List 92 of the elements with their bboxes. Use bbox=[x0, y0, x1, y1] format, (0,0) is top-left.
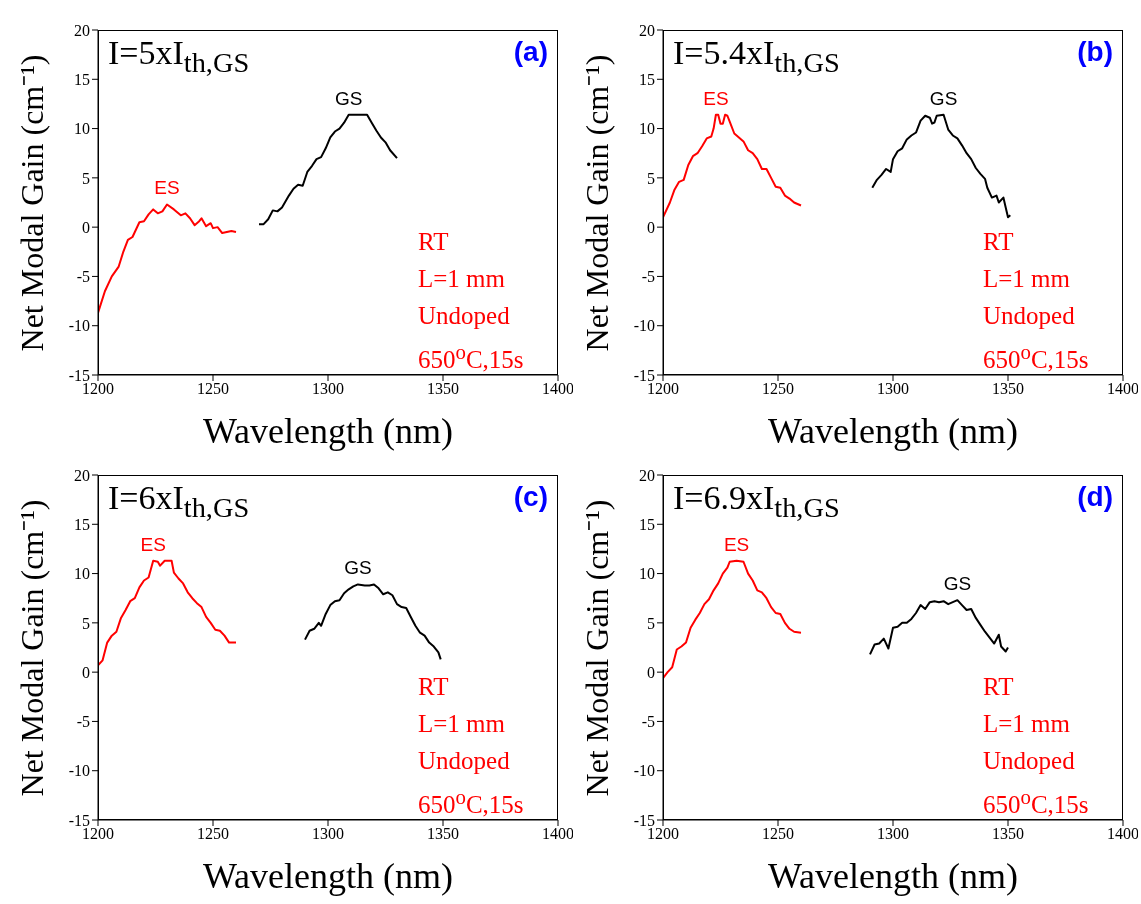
annotation: RT bbox=[983, 228, 1014, 255]
x-axis-title: Wavelength (nm) bbox=[767, 856, 1019, 896]
annotation: (c) bbox=[513, 481, 548, 512]
annotation: 650$^{o}$C,15s bbox=[983, 340, 1089, 374]
y-axis-title: Net Modal Gain (cm⁻¹) bbox=[14, 54, 50, 351]
y-tick-label: 20 bbox=[639, 466, 655, 484]
series-label: ES bbox=[723, 533, 750, 555]
line-series bbox=[304, 583, 442, 661]
annotation: L=1 mm bbox=[983, 710, 1071, 737]
x-tick-label: 1350 bbox=[427, 825, 459, 843]
x-tick-label: 1250 bbox=[762, 380, 794, 398]
series-label: ES bbox=[703, 87, 729, 109]
x-tick-label: 1300 bbox=[877, 380, 909, 398]
annotation: L=1 mm bbox=[983, 265, 1071, 292]
annotation: L=1 mm bbox=[418, 265, 506, 292]
y-tick-label: 20 bbox=[74, 466, 90, 484]
y-tick-label: 5 bbox=[82, 169, 90, 187]
chart-title: I=6xI$_{th,GS}$ bbox=[108, 479, 250, 523]
x-tick-label: 1250 bbox=[762, 825, 794, 843]
x-tick-label: 1300 bbox=[312, 825, 344, 843]
x-tick-label: 1400 bbox=[542, 825, 574, 843]
line-series bbox=[663, 559, 802, 680]
line-series bbox=[98, 559, 237, 667]
series-label: ES bbox=[140, 533, 166, 555]
x-tick-label: 1350 bbox=[992, 380, 1024, 398]
x-tick-label: 1300 bbox=[877, 825, 909, 843]
x-tick-label: 1400 bbox=[1107, 825, 1139, 843]
y-tick-label: 0 bbox=[82, 663, 90, 681]
chart-title: I=5xI$_{th,GS}$ bbox=[108, 34, 250, 78]
x-tick-label: 1300 bbox=[312, 380, 344, 398]
annotation: RT bbox=[983, 673, 1014, 700]
y-tick-label: 10 bbox=[639, 120, 655, 138]
series-label: GS bbox=[334, 87, 363, 109]
y-tick-label: -5 bbox=[641, 713, 655, 731]
y-axis-title: Net Modal Gain (cm⁻¹) bbox=[579, 499, 615, 796]
y-tick-label: 20 bbox=[639, 21, 655, 39]
y-tick-label: 10 bbox=[74, 120, 90, 138]
line-series bbox=[871, 113, 1012, 219]
y-axis-title: Net Modal Gain (cm⁻¹) bbox=[14, 499, 50, 796]
y-tick-label: -5 bbox=[76, 713, 90, 731]
y-tick-label: 15 bbox=[74, 70, 90, 88]
annotation: 650$^{o}$C,15s bbox=[983, 785, 1089, 819]
annotation: Undoped bbox=[983, 747, 1075, 774]
y-tick-label: 20 bbox=[74, 21, 90, 39]
annotation: Undoped bbox=[418, 747, 510, 774]
annotation: L=1 mm bbox=[418, 710, 506, 737]
y-tick-label: 0 bbox=[82, 218, 90, 236]
y-tick-label: 5 bbox=[647, 169, 655, 187]
y-tick-label: -10 bbox=[68, 317, 90, 335]
annotation: (b) bbox=[1077, 36, 1113, 67]
annotation: Undoped bbox=[983, 302, 1075, 329]
y-tick-label: 0 bbox=[647, 663, 655, 681]
y-tick-label: 15 bbox=[74, 515, 90, 533]
y-tick-label: 15 bbox=[639, 515, 655, 533]
x-tick-label: 1350 bbox=[992, 825, 1024, 843]
line-series bbox=[258, 113, 398, 226]
y-tick-label: 10 bbox=[639, 565, 655, 583]
chart-title: I=5.4xI$_{th,GS}$ bbox=[673, 34, 840, 78]
annotation: 650$^{o}$C,15s bbox=[418, 340, 524, 374]
y-tick-label: 15 bbox=[639, 70, 655, 88]
x-tick-label: 1400 bbox=[542, 380, 574, 398]
x-axis-title: Wavelength (nm) bbox=[767, 411, 1019, 451]
series-label: GS bbox=[943, 573, 972, 595]
y-tick-label: 10 bbox=[74, 565, 90, 583]
x-tick-label: 1250 bbox=[197, 825, 229, 843]
y-tick-label: -10 bbox=[633, 317, 655, 335]
y-tick-label: -5 bbox=[76, 268, 90, 286]
line-series bbox=[98, 203, 237, 314]
annotation: 650$^{o}$C,15s bbox=[418, 785, 524, 819]
series-label: GS bbox=[344, 557, 372, 579]
y-axis-title: Net Modal Gain (cm⁻¹) bbox=[579, 54, 615, 351]
y-tick-label: -10 bbox=[68, 762, 90, 780]
annotation: (a) bbox=[513, 36, 548, 67]
line-series bbox=[663, 113, 802, 219]
x-tick-label: 1350 bbox=[427, 380, 459, 398]
annotation: RT bbox=[418, 228, 449, 255]
y-tick-label: 5 bbox=[647, 614, 655, 632]
x-tick-label: 1250 bbox=[197, 380, 229, 398]
x-axis-title: Wavelength (nm) bbox=[202, 856, 454, 896]
y-tick-label: -10 bbox=[633, 762, 655, 780]
series-label: GS bbox=[929, 87, 958, 109]
annotation: (d) bbox=[1077, 481, 1113, 512]
x-axis-title: Wavelength (nm) bbox=[202, 411, 454, 451]
y-tick-label: 0 bbox=[647, 218, 655, 236]
y-tick-label: -5 bbox=[641, 268, 655, 286]
series-label: ES bbox=[154, 177, 180, 199]
annotation: RT bbox=[418, 673, 449, 700]
annotation: Undoped bbox=[418, 302, 510, 329]
line-series bbox=[869, 599, 1009, 656]
y-tick-label: 5 bbox=[82, 614, 90, 632]
x-tick-label: 1400 bbox=[1107, 380, 1139, 398]
chart-title: I=6.9xI$_{th,GS}$ bbox=[673, 479, 840, 523]
